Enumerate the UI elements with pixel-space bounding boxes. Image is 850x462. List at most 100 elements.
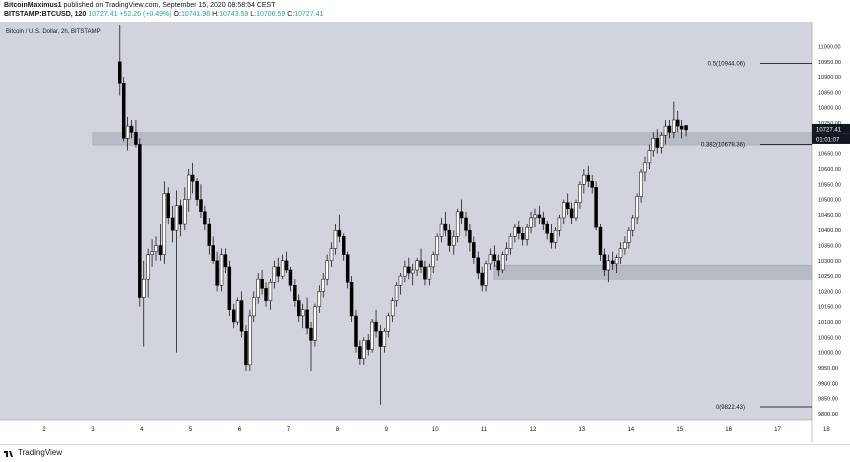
candle-body [215, 260, 219, 286]
tradingview-brand[interactable]: TradingView [18, 448, 63, 457]
candle-body [419, 260, 423, 268]
candle [541, 211, 546, 231]
x-tick-label: 7 [287, 427, 291, 433]
candle-body [174, 205, 179, 231]
candle [325, 254, 329, 286]
chart-area[interactable]: Bitcoin / U.S. Dollar, 2h, BITSTAMP 0.5(… [0, 22, 850, 442]
fib-level-label: 0(9822.43) [716, 405, 745, 411]
candle-body [158, 245, 163, 255]
y-tick-label: 10600.00 [818, 167, 841, 173]
y-tick-label: 10350.00 [818, 243, 841, 249]
x-tick-label: 10 [432, 427, 439, 433]
candle-body [297, 300, 301, 317]
candle [598, 224, 603, 261]
candle-body [549, 232, 554, 243]
candle-body [557, 217, 562, 231]
candle-body [614, 257, 619, 265]
y-tick-label: 10150.00 [818, 305, 841, 311]
candle-body [651, 138, 656, 151]
author-name[interactable]: BitcoinMaximus1 [4, 2, 62, 9]
candle [618, 242, 623, 264]
candle-body [231, 309, 236, 323]
x-tick-label: 17 [774, 427, 781, 433]
candle [525, 224, 529, 246]
candle-body [203, 211, 207, 225]
candle-body [256, 278, 260, 298]
y-tick-label: 10250.00 [818, 274, 841, 280]
price-chart[interactable]: Bitcoin / U.S. Dollar, 2h, BITSTAMP 0.5(… [0, 22, 850, 442]
candle-body [508, 236, 513, 249]
candle [337, 214, 342, 243]
candle-body [423, 266, 427, 280]
candle [517, 221, 521, 240]
plot-background [0, 22, 812, 420]
candle [260, 269, 264, 295]
candle-body [272, 266, 277, 283]
candle [174, 190, 179, 353]
candle [142, 260, 146, 347]
candle [264, 282, 268, 307]
high-label: H: [212, 11, 220, 18]
x-tick-label: 13 [579, 427, 586, 433]
candle [480, 266, 484, 292]
candle [166, 187, 170, 225]
candle-body [667, 125, 672, 133]
candle [496, 254, 501, 277]
candle [659, 132, 664, 154]
tradingview-logo-icon[interactable] [4, 448, 14, 458]
y-tick-label: 10800.00 [818, 106, 841, 112]
candle-body [150, 251, 154, 255]
candle-body [244, 330, 248, 366]
candle-body [496, 260, 501, 271]
candle [121, 77, 126, 142]
candle-body [472, 242, 476, 258]
candle [219, 248, 224, 292]
candle [394, 282, 399, 307]
candle-body [325, 260, 329, 280]
candle-body [162, 193, 167, 255]
candle-body [309, 327, 313, 341]
candle [447, 224, 452, 252]
candle [672, 101, 676, 139]
y-tick-label: 10850.00 [818, 90, 841, 96]
candle-body [623, 242, 627, 249]
candle-body [293, 285, 297, 301]
candle-body [455, 211, 460, 237]
candle-body [317, 291, 322, 307]
candle [366, 334, 370, 356]
candle-body [659, 135, 664, 148]
candle [239, 291, 244, 338]
candle [190, 162, 195, 194]
candle-body [374, 321, 378, 332]
y-tick-label: 10500.00 [818, 198, 841, 204]
candle [455, 208, 460, 243]
candle [390, 297, 395, 323]
candle-body [675, 119, 680, 127]
candle [643, 156, 647, 182]
y-tick-label: 10550.00 [818, 182, 841, 188]
candle-body [435, 236, 439, 255]
candle [305, 297, 309, 335]
candle-body [386, 315, 391, 332]
candle-body [594, 187, 598, 228]
candle-body [342, 236, 346, 255]
candle [631, 214, 635, 237]
y-tick-label: 10000.00 [818, 351, 841, 357]
y-tick-label: 9900.00 [818, 381, 838, 387]
candle-body [362, 340, 366, 360]
candle [684, 124, 688, 137]
candle [309, 322, 313, 372]
candle-body [370, 321, 374, 350]
candle-body [533, 214, 537, 219]
candle-body [431, 254, 435, 268]
candle [492, 245, 497, 267]
candle [586, 165, 591, 188]
candle-body [447, 229, 452, 246]
candle [170, 205, 175, 243]
candle [313, 303, 317, 347]
candle-body [520, 232, 525, 240]
candle-body [154, 245, 158, 252]
candle [553, 227, 558, 249]
candle [439, 217, 444, 243]
candle [582, 168, 586, 194]
